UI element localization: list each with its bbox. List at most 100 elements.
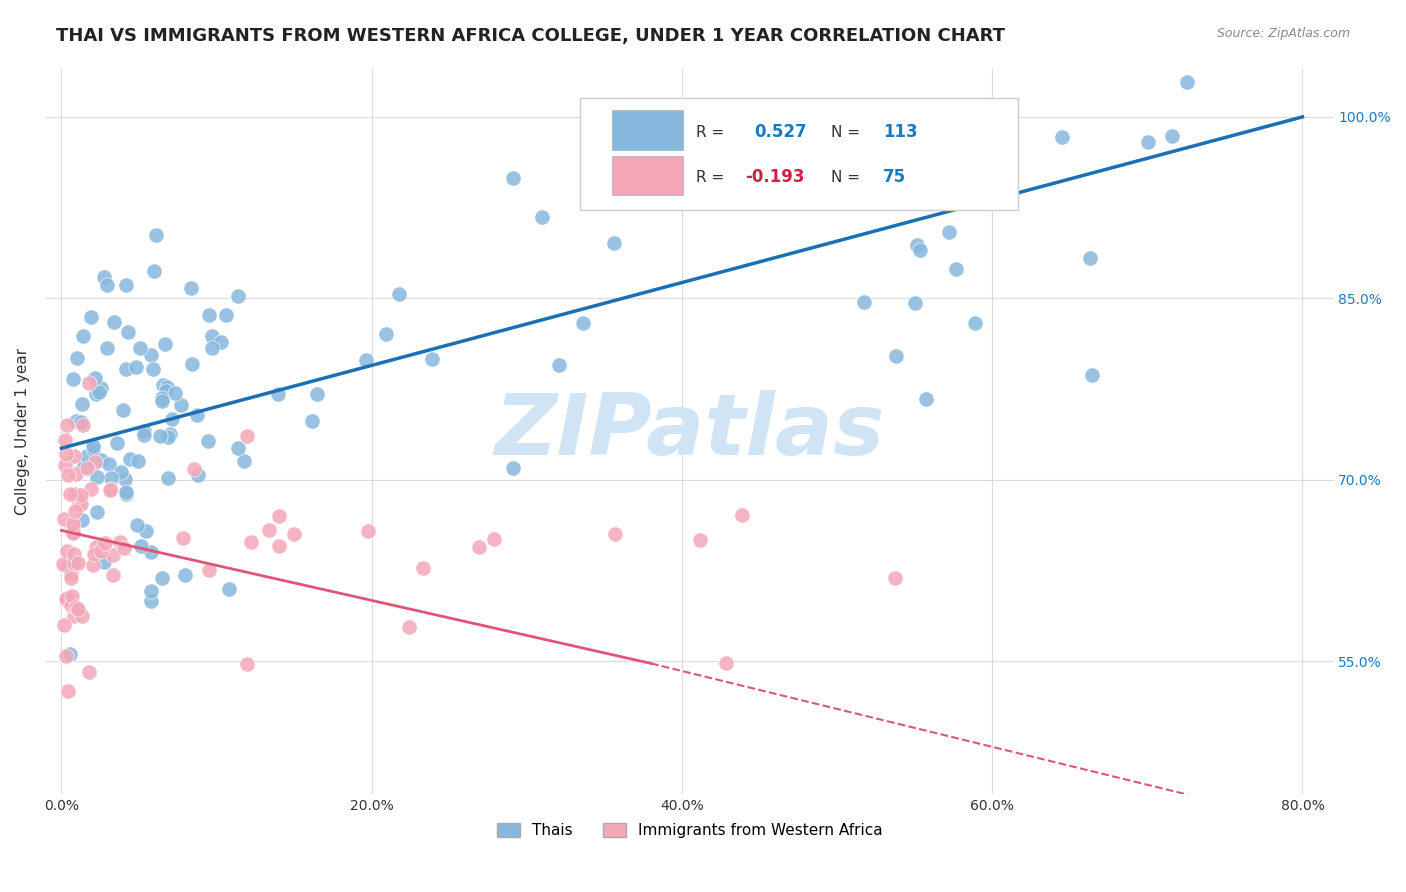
Point <box>100 482 122 496</box>
Point <box>142 362 165 376</box>
Point <box>1078 251 1101 265</box>
Point <box>1161 128 1184 143</box>
Point <box>55 447 77 461</box>
Point <box>63 504 86 518</box>
Point <box>159 427 181 442</box>
Point <box>905 238 928 252</box>
Point <box>240 535 263 549</box>
Point <box>70 397 93 411</box>
Point <box>105 435 128 450</box>
Point <box>90 544 112 558</box>
Point <box>197 434 219 448</box>
Point <box>120 452 142 467</box>
Point <box>689 533 711 547</box>
Point <box>93 555 115 569</box>
Point <box>150 572 173 586</box>
Point <box>502 460 524 475</box>
Point <box>357 524 380 538</box>
Point <box>134 424 156 438</box>
Point <box>63 547 86 561</box>
Point <box>139 594 162 608</box>
Point <box>257 524 280 538</box>
Point <box>156 380 179 394</box>
Point <box>139 348 162 362</box>
Point <box>307 387 329 401</box>
Point <box>571 316 593 330</box>
Point <box>93 270 115 285</box>
Point <box>83 371 105 385</box>
Point <box>79 665 101 679</box>
Point <box>67 494 90 508</box>
Point <box>269 508 291 523</box>
Point <box>388 287 411 301</box>
Point <box>915 392 938 406</box>
Point <box>53 433 76 447</box>
Point <box>56 591 79 605</box>
Point <box>90 453 112 467</box>
Point <box>53 511 76 525</box>
Point <box>187 468 209 483</box>
Point <box>72 609 94 624</box>
Point <box>160 411 183 425</box>
Point <box>98 457 121 471</box>
Point <box>716 656 738 670</box>
Point <box>145 228 167 243</box>
Point <box>127 517 149 532</box>
Point <box>938 225 960 239</box>
Point <box>58 487 80 501</box>
Text: 75: 75 <box>883 169 905 186</box>
Point <box>108 534 131 549</box>
Point <box>139 545 162 559</box>
Point <box>128 341 150 355</box>
Point <box>482 532 505 546</box>
Point <box>142 264 165 278</box>
Point <box>115 277 138 292</box>
Point <box>110 465 132 479</box>
FancyBboxPatch shape <box>613 110 683 150</box>
Point <box>963 316 986 330</box>
Point <box>84 386 107 401</box>
Point <box>228 441 250 455</box>
Point <box>1175 75 1198 89</box>
Point <box>96 277 118 292</box>
Point <box>115 362 138 376</box>
Point <box>468 541 491 555</box>
Point <box>55 591 77 606</box>
Point <box>269 539 291 553</box>
Point <box>1052 129 1074 144</box>
Point <box>70 497 93 511</box>
Point <box>103 548 125 562</box>
Point <box>218 582 240 597</box>
Point <box>62 372 84 386</box>
Point <box>904 295 927 310</box>
Point <box>125 359 148 374</box>
Point <box>65 467 87 482</box>
Text: ZIPatlas: ZIPatlas <box>495 390 884 473</box>
Point <box>59 571 82 585</box>
Point <box>233 454 256 468</box>
Point <box>183 462 205 476</box>
Point <box>80 482 103 496</box>
Point <box>56 544 79 558</box>
Point <box>62 525 84 540</box>
Point <box>908 244 931 258</box>
Point <box>883 571 905 585</box>
Point <box>84 455 107 469</box>
Point <box>65 414 87 428</box>
Point <box>111 403 134 417</box>
Point <box>90 381 112 395</box>
Point <box>727 174 749 188</box>
Point <box>82 442 104 456</box>
Point <box>87 384 110 399</box>
Point <box>770 157 793 171</box>
Text: -0.193: -0.193 <box>745 169 804 186</box>
Point <box>101 568 124 582</box>
Point <box>150 391 173 405</box>
Point <box>153 336 176 351</box>
Point <box>103 315 125 329</box>
Point <box>886 349 908 363</box>
Point <box>135 524 157 539</box>
Text: 113: 113 <box>883 123 918 141</box>
Point <box>84 541 107 555</box>
Point <box>235 657 257 672</box>
